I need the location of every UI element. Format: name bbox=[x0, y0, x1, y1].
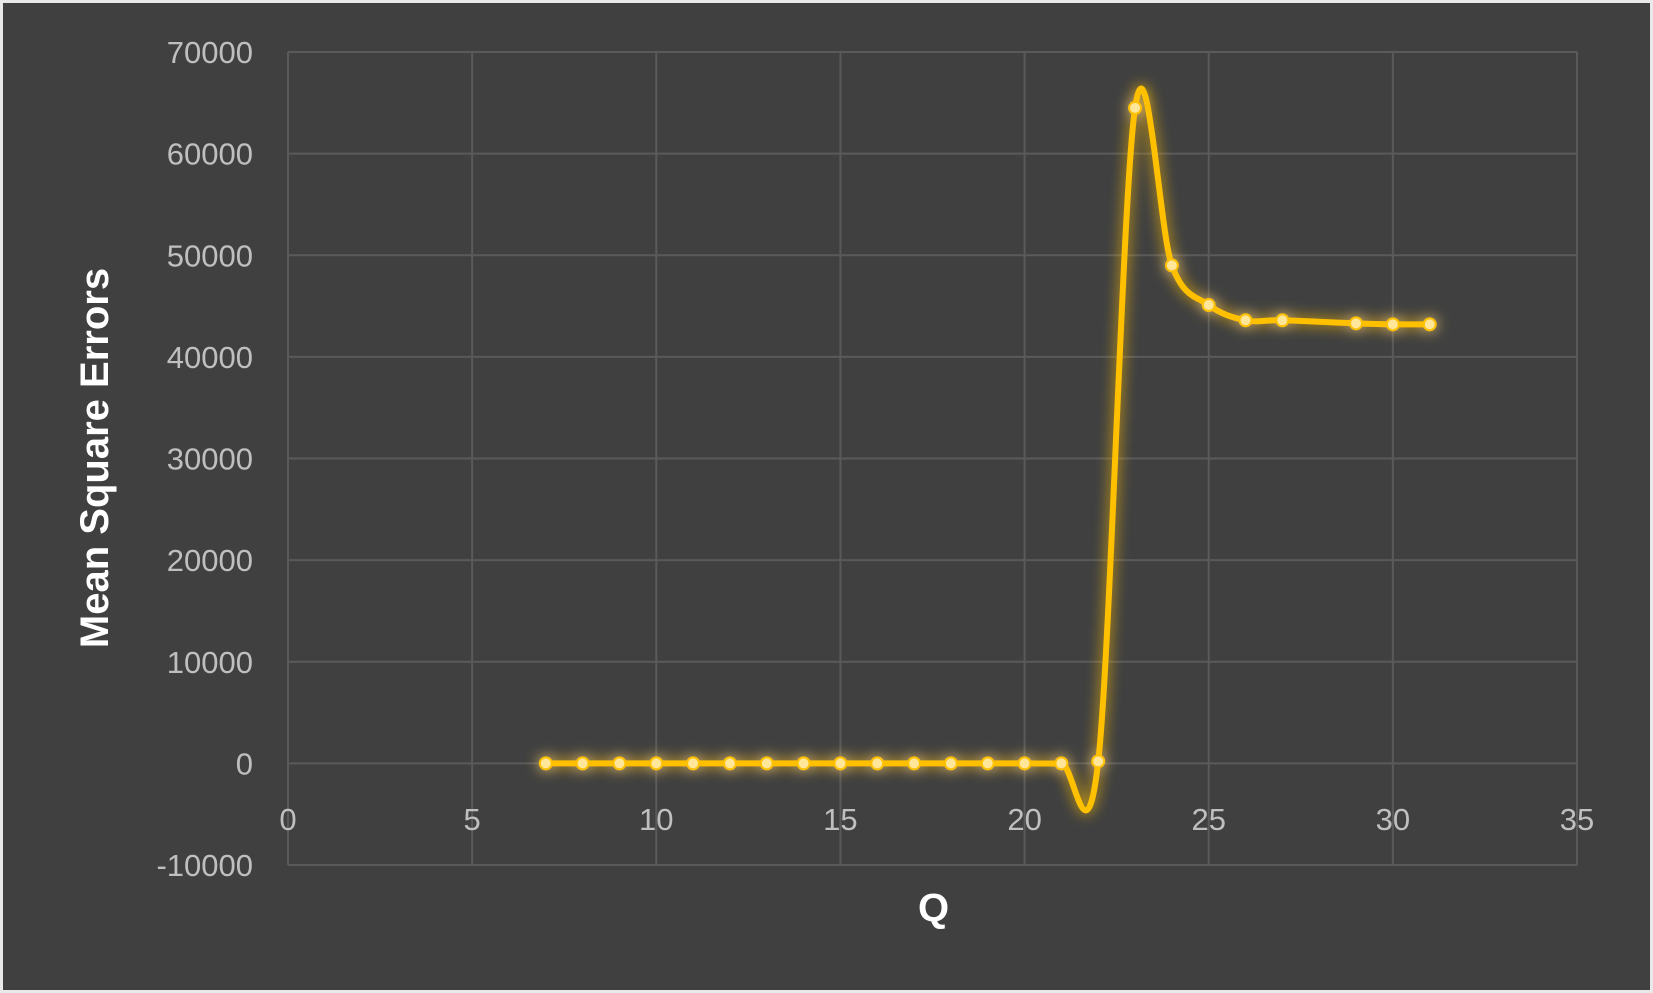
y-tick-label: 50000 bbox=[167, 238, 253, 273]
data-point bbox=[907, 756, 922, 771]
data-point bbox=[1238, 313, 1253, 328]
y-tick-label: -10000 bbox=[156, 848, 253, 883]
y-tick-label: 10000 bbox=[167, 645, 253, 680]
x-tick-label: 30 bbox=[1376, 802, 1410, 837]
line-chart: 0 5 10 15 20 25 30 35 -10000 0 10000 20000 30000 400… bbox=[73, 35, 1594, 930]
x-tick-label: 0 bbox=[279, 802, 296, 837]
x-tick-label: 35 bbox=[1560, 802, 1594, 837]
series-mean-square-errors bbox=[538, 85, 1437, 814]
data-point bbox=[1017, 756, 1032, 771]
x-tick-labels: 0 5 10 15 20 25 30 35 bbox=[279, 802, 1594, 837]
data-point bbox=[1128, 100, 1143, 115]
y-tick-label: 70000 bbox=[167, 35, 253, 70]
x-tick-label: 20 bbox=[1007, 802, 1041, 837]
y-tick-label: 30000 bbox=[167, 442, 253, 477]
x-tick-label: 15 bbox=[823, 802, 857, 837]
gridlines bbox=[287, 51, 1578, 866]
x-tick-label: 10 bbox=[639, 802, 673, 837]
data-point bbox=[1422, 317, 1437, 332]
data-point bbox=[1164, 258, 1179, 273]
y-tick-label: 40000 bbox=[167, 340, 253, 375]
y-axis-title: Mean Square Errors bbox=[73, 268, 117, 648]
data-point bbox=[1349, 316, 1364, 331]
x-axis-title: Q bbox=[918, 886, 949, 930]
y-tick-label: 20000 bbox=[167, 543, 253, 578]
y-tick-label: 60000 bbox=[167, 137, 253, 172]
data-point bbox=[575, 756, 590, 771]
data-point bbox=[796, 756, 811, 771]
data-point bbox=[612, 756, 627, 771]
data-point bbox=[686, 756, 701, 771]
data-point bbox=[1054, 756, 1069, 771]
data-point bbox=[1275, 313, 1290, 328]
data-point bbox=[980, 756, 995, 771]
x-tick-label: 5 bbox=[464, 802, 481, 837]
data-point bbox=[943, 756, 958, 771]
data-point bbox=[759, 756, 774, 771]
data-point bbox=[1385, 317, 1400, 332]
chart-area: 0 5 10 15 20 25 30 35 -10000 0 10000 20000 30000 400… bbox=[3, 3, 1650, 990]
series-line bbox=[542, 85, 1433, 814]
data-point bbox=[722, 756, 737, 771]
data-point bbox=[870, 756, 885, 771]
x-tick-label: 25 bbox=[1191, 802, 1225, 837]
y-tick-label: 0 bbox=[236, 746, 253, 781]
data-point bbox=[538, 756, 553, 771]
data-point bbox=[1091, 754, 1106, 769]
data-point bbox=[1201, 298, 1216, 313]
data-point bbox=[649, 756, 664, 771]
y-tick-labels: -10000 0 10000 20000 30000 40000 50000 60000 700… bbox=[156, 35, 253, 883]
data-point bbox=[833, 756, 848, 771]
